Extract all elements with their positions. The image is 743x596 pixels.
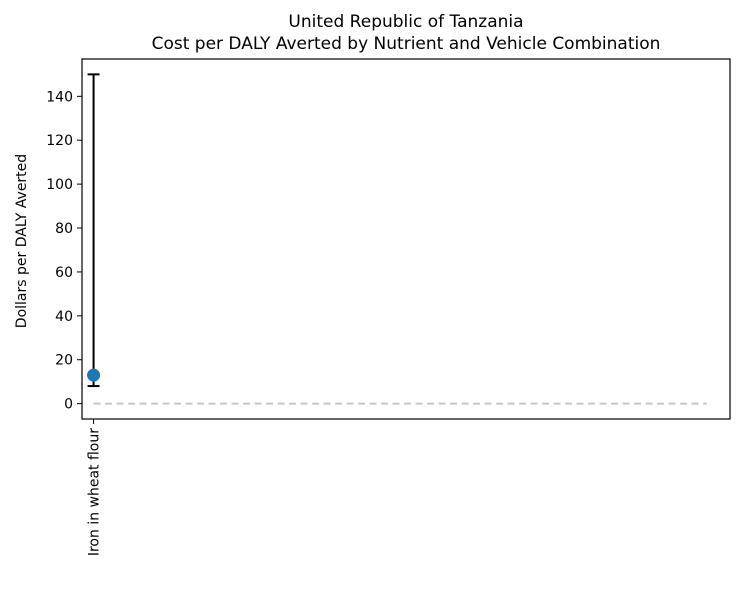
chart-title-line-2: Cost per DALY Averted by Nutrient and Ve…	[152, 34, 661, 54]
y-tick-label: 0	[64, 397, 73, 413]
y-tick-label: 20	[55, 353, 73, 369]
axes-frame	[81, 58, 731, 420]
x-tick-label: Iron in wheat flour	[87, 428, 103, 556]
y-tick-label: 120	[46, 133, 73, 149]
y-tick-label: 40	[55, 309, 73, 325]
y-tick-label: 140	[46, 89, 73, 105]
y-axis-label: Dollars per DALY Averted	[14, 154, 30, 328]
chart-title-line-1: United Republic of Tanzania	[288, 12, 523, 32]
y-tick-label: 80	[55, 221, 73, 237]
y-tick-label: 100	[46, 177, 73, 193]
plot-area: 0 20 40 60 80 100 120 140 Iron in wheat flour	[46, 58, 731, 556]
data-point	[87, 368, 101, 382]
y-tick-label: 60	[55, 265, 73, 281]
